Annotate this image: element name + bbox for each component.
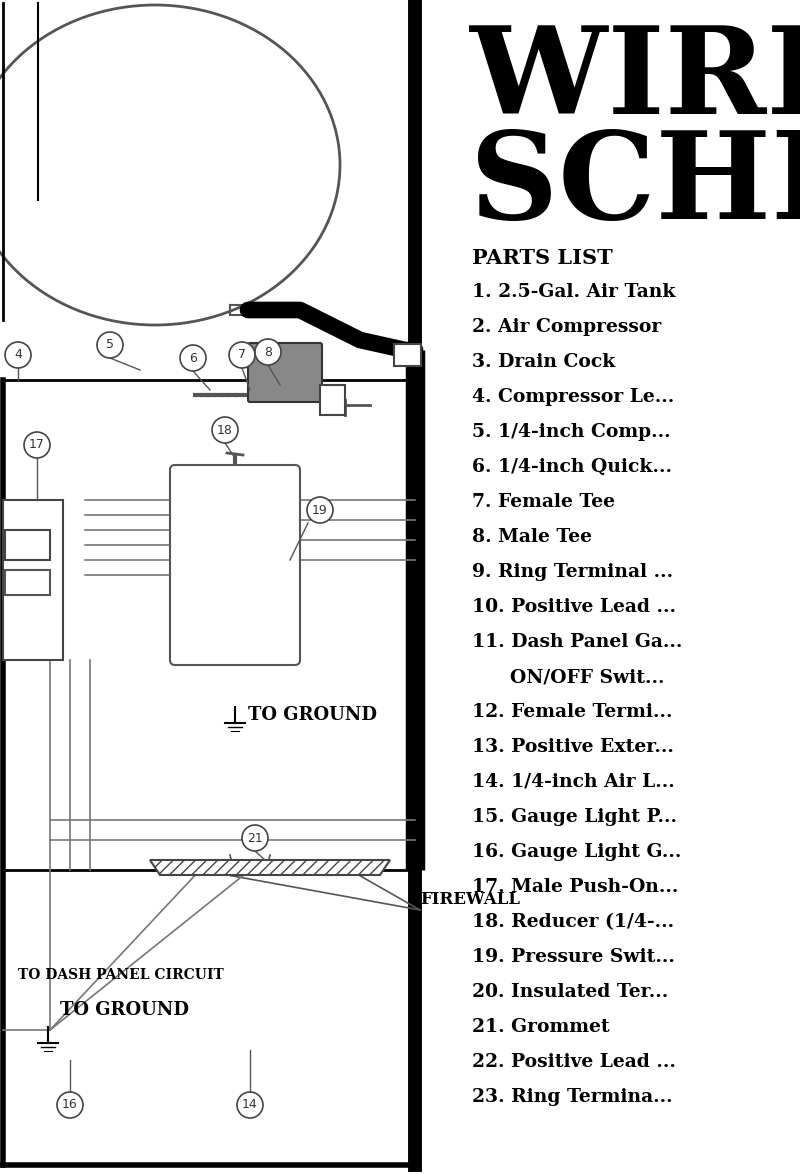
Text: TO DASH PANEL CIRCUIT: TO DASH PANEL CIRCUIT (18, 969, 224, 981)
Circle shape (5, 342, 31, 367)
Circle shape (57, 1092, 83, 1118)
Text: 5. 1/4-inch Comp...: 5. 1/4-inch Comp... (472, 423, 670, 441)
Text: TO GROUND: TO GROUND (248, 706, 377, 724)
Text: 2. Air Compressor: 2. Air Compressor (472, 318, 662, 336)
Text: 17. Male Push-On...: 17. Male Push-On... (472, 878, 678, 896)
Text: 18: 18 (217, 424, 233, 437)
Text: ON/OFF Swit...: ON/OFF Swit... (510, 668, 665, 686)
Text: 17: 17 (29, 439, 45, 452)
Text: 1. 2.5-Gal. Air Tank: 1. 2.5-Gal. Air Tank (472, 283, 675, 301)
Bar (320, 385, 345, 414)
Text: 21. Grommet: 21. Grommet (472, 1018, 610, 1035)
Text: 15. Gauge Light P...: 15. Gauge Light P... (472, 808, 677, 826)
FancyBboxPatch shape (248, 343, 322, 402)
Circle shape (229, 342, 255, 367)
Text: 16. Gauge Light G...: 16. Gauge Light G... (472, 843, 682, 861)
Text: 11. Dash Panel Ga...: 11. Dash Panel Ga... (472, 633, 682, 652)
Text: 8: 8 (264, 345, 272, 358)
Text: 10. Positive Lead ...: 10. Positive Lead ... (472, 598, 676, 616)
Circle shape (242, 825, 268, 851)
Circle shape (307, 497, 333, 522)
Polygon shape (150, 861, 390, 875)
Text: TO GROUND: TO GROUND (60, 1001, 189, 1019)
Text: 14: 14 (242, 1099, 258, 1112)
Ellipse shape (0, 5, 340, 325)
Text: FIREWALL: FIREWALL (420, 891, 520, 909)
Text: 20. Insulated Ter...: 20. Insulated Ter... (472, 983, 668, 1001)
Text: 7. Female Tee: 7. Female Tee (472, 493, 615, 511)
Bar (5, 571, 50, 595)
Circle shape (237, 1092, 263, 1118)
FancyBboxPatch shape (394, 344, 421, 366)
Text: 12. Female Termi...: 12. Female Termi... (472, 703, 673, 721)
Text: SCHEM: SCHEM (470, 126, 800, 244)
Text: 23. Ring Termina...: 23. Ring Termina... (472, 1088, 673, 1106)
Text: 16: 16 (62, 1099, 78, 1112)
FancyBboxPatch shape (3, 500, 63, 660)
Bar (5, 529, 50, 560)
Text: WIRIN: WIRIN (470, 21, 800, 139)
Text: 18. Reducer (1/4-...: 18. Reducer (1/4-... (472, 913, 674, 931)
Circle shape (180, 345, 206, 371)
Text: PARTS LIST: PARTS LIST (472, 248, 613, 268)
Text: 19. Pressure Swit...: 19. Pressure Swit... (472, 947, 675, 966)
Text: 21: 21 (247, 831, 263, 844)
Text: 14. 1/4-inch Air L...: 14. 1/4-inch Air L... (472, 772, 674, 791)
Text: 13. Positive Exter...: 13. Positive Exter... (472, 738, 674, 756)
Circle shape (97, 332, 123, 358)
Circle shape (255, 339, 281, 365)
Text: 19: 19 (312, 504, 328, 517)
Text: 7: 7 (238, 349, 246, 362)
Text: 5: 5 (106, 338, 114, 351)
Text: 4. Compressor Le...: 4. Compressor Le... (472, 387, 674, 406)
FancyBboxPatch shape (170, 465, 300, 664)
Text: 6: 6 (189, 351, 197, 364)
Text: 8. Male Tee: 8. Male Tee (472, 528, 592, 546)
Text: 22. Positive Lead ...: 22. Positive Lead ... (472, 1053, 676, 1071)
Circle shape (24, 432, 50, 458)
Text: 6. 1/4-inch Quick...: 6. 1/4-inch Quick... (472, 458, 672, 475)
Circle shape (212, 417, 238, 443)
Text: 9. Ring Terminal ...: 9. Ring Terminal ... (472, 564, 673, 581)
Text: 4: 4 (14, 349, 22, 362)
Text: 3. Drain Cock: 3. Drain Cock (472, 353, 615, 371)
